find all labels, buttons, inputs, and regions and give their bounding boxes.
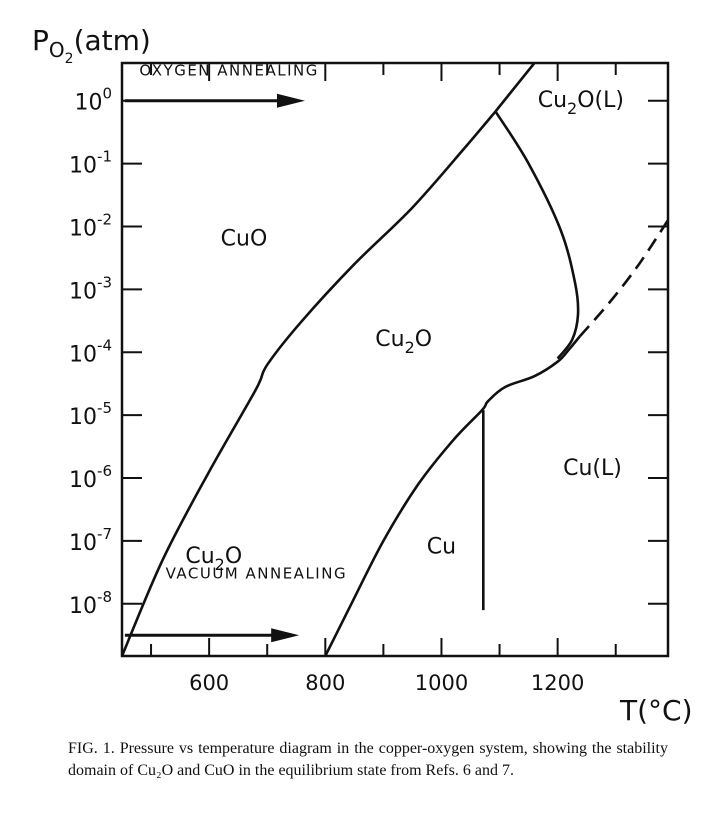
y-axis-title: PO2(atm) xyxy=(32,24,151,67)
x-tick-label: 1200 xyxy=(531,671,584,695)
annealing-arrows: OXYGEN ANNEALING VACUUM ANNEALING xyxy=(124,62,348,643)
phase-boundaries xyxy=(122,63,668,656)
arrow-head-icon xyxy=(271,628,300,643)
cu2o-liquid-upper xyxy=(494,63,536,113)
region-label: Cu xyxy=(427,534,456,559)
annealing-label: VACUUM ANNEALING xyxy=(166,565,348,583)
y-tick-label: 10-4 xyxy=(69,336,112,367)
y-tick-label: 10-7 xyxy=(69,525,112,556)
region-label: Cu2O(L) xyxy=(538,88,624,118)
y-tick-label: 10-3 xyxy=(69,273,112,304)
y-tick-label: 10-8 xyxy=(69,588,112,619)
phase-diagram: PO2(atm) 600 800 1000 1200 100 10-1 10-2 10-3 10… xyxy=(32,24,693,727)
cu-cu2o-boundary xyxy=(324,335,581,656)
y-axis-label: PO2(atm) xyxy=(32,24,151,67)
x-tick-label: 1000 xyxy=(415,671,468,695)
x-tick-label: 600 xyxy=(189,671,229,695)
plot-frame xyxy=(120,61,670,658)
region-labels: CuO Cu2O Cu2O(L) Cu(L) Cu2O Cu xyxy=(185,88,624,574)
arrow-head-icon xyxy=(276,93,305,108)
figure-caption: FIG. 1. Pressure vs temperature diagram … xyxy=(68,740,668,779)
y-tick-label: 10-1 xyxy=(69,148,112,179)
tick-labels: 600 800 1000 1200 100 10-1 10-2 10-3 10-4 10-5 10-… xyxy=(69,85,584,695)
region-label: Cu2O xyxy=(375,327,432,357)
y-tick-label: 10-5 xyxy=(69,399,112,430)
annealing-label: OXYGEN ANNEALING xyxy=(139,62,318,80)
x-tick-label: 800 xyxy=(305,671,345,695)
y-tick-label: 100 xyxy=(74,85,112,116)
y-tick-label: 10-2 xyxy=(69,210,112,241)
region-label: CuO xyxy=(221,226,268,251)
cu2o-liquid-boundary xyxy=(494,110,580,360)
cuo-cu2o-boundary xyxy=(122,110,497,656)
region-label: Cu(L) xyxy=(563,456,622,481)
region-label: Cu2O xyxy=(185,544,242,574)
y-tick-label: 10-6 xyxy=(69,462,112,493)
extrapolated-boundary xyxy=(578,219,668,338)
x-axis-title: T(°C) xyxy=(619,694,693,727)
